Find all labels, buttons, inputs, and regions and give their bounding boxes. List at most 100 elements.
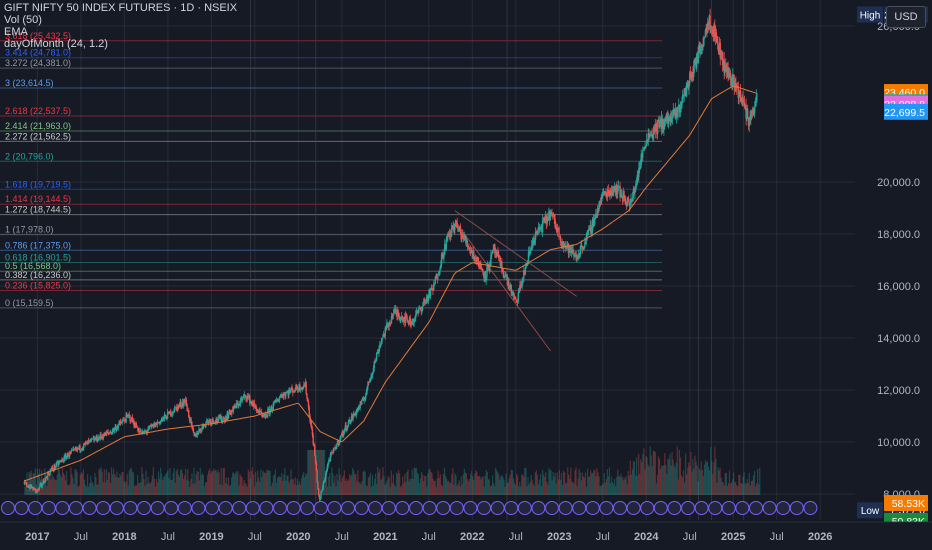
candle-body [77,448,80,449]
volume-bar [225,477,227,495]
candle-body [613,188,615,193]
candle-body [392,315,394,320]
candle-body [697,47,700,63]
candle-body [517,292,520,302]
candle-body [537,226,540,231]
volume-bar [211,471,213,495]
candle-body [444,244,446,255]
volume-bar [405,482,407,495]
candle-body [292,389,294,393]
candle-body [317,488,320,495]
candle-body [563,244,566,248]
candle-body [276,400,278,402]
volume-bar [553,476,555,495]
candle-body [337,440,339,445]
volume-bar [92,482,94,495]
candle-body [83,443,85,448]
volume-bar [438,478,440,495]
candle-body [231,409,233,415]
candle-body [675,108,678,118]
volume-bar [167,470,169,495]
currency-button[interactable]: USD [886,6,926,28]
volume-bar [624,479,626,495]
candle-body [393,308,396,310]
candle-body [171,412,174,415]
volume-bar [633,461,636,495]
candle-body [407,320,409,323]
candle-body [397,312,400,317]
candle-body [137,430,140,433]
event-marker [286,501,301,515]
candle-body [217,420,219,422]
volume-bar [722,482,724,495]
candle-body [481,268,483,272]
volume-bar [533,486,535,495]
volume-bar [569,478,571,495]
candle-body [723,59,725,74]
volume-bar [52,476,54,495]
volume-bar [83,479,86,495]
volume-bar [256,482,258,495]
candle-body [183,400,185,406]
volume-bar [102,482,104,495]
candle-body [627,198,630,203]
candle-body [663,119,666,123]
candle-body [334,447,336,449]
candle-body [548,211,551,220]
candle-body [159,420,162,424]
fib-level-label: 0.786 (17,375.0) [5,240,71,250]
price-tag-label-bg [857,6,883,23]
volume-bar [487,479,489,495]
candle-body [541,227,543,232]
candle-body [279,395,282,398]
candle-body [404,314,407,323]
volume-bar [246,486,248,495]
volume-tag-value: 58.53K [892,498,925,510]
volume-bar [353,470,355,495]
candle-body [154,422,156,427]
candle-body [426,296,428,302]
candle-body [238,404,241,405]
candle-body [731,77,733,86]
candle-body [667,117,669,125]
volume-bar [472,476,474,495]
volume-bar [610,476,613,495]
volume-bar [503,480,505,495]
volume-bar [591,473,593,495]
candle-body [370,376,372,379]
candle-body [223,418,225,420]
candle-body [25,482,28,487]
candle-body [514,296,516,299]
volume-bar [583,477,585,495]
volume-bar [506,482,508,495]
candle-body [573,255,576,257]
volume-bar [204,482,207,495]
time-axis-label: 2017 [25,531,49,543]
candle-body [348,419,350,422]
volume-bar [728,470,731,495]
candle-body [399,318,401,320]
candle-body [353,413,356,415]
volume-bar [180,469,183,495]
candle-body [577,254,580,257]
volume-bar [677,479,679,495]
volume-bar [470,474,472,495]
volume-bar [599,486,601,495]
candle-body [69,451,72,453]
candle-body [664,119,667,122]
candle-body [635,183,638,185]
event-marker [558,501,573,515]
volume-bar [198,480,200,495]
volume-bar [192,483,194,495]
volume-bar [608,467,611,495]
candle-body [448,233,451,236]
candle-body [397,312,399,316]
volume-bar [265,472,267,495]
fib-level-label: 2.618 (22,537.5) [5,106,71,116]
volume-bar [551,480,553,495]
volume-bar [650,455,652,495]
volume-bar [729,483,732,495]
candle-body [341,431,343,436]
candle-body [432,289,434,291]
